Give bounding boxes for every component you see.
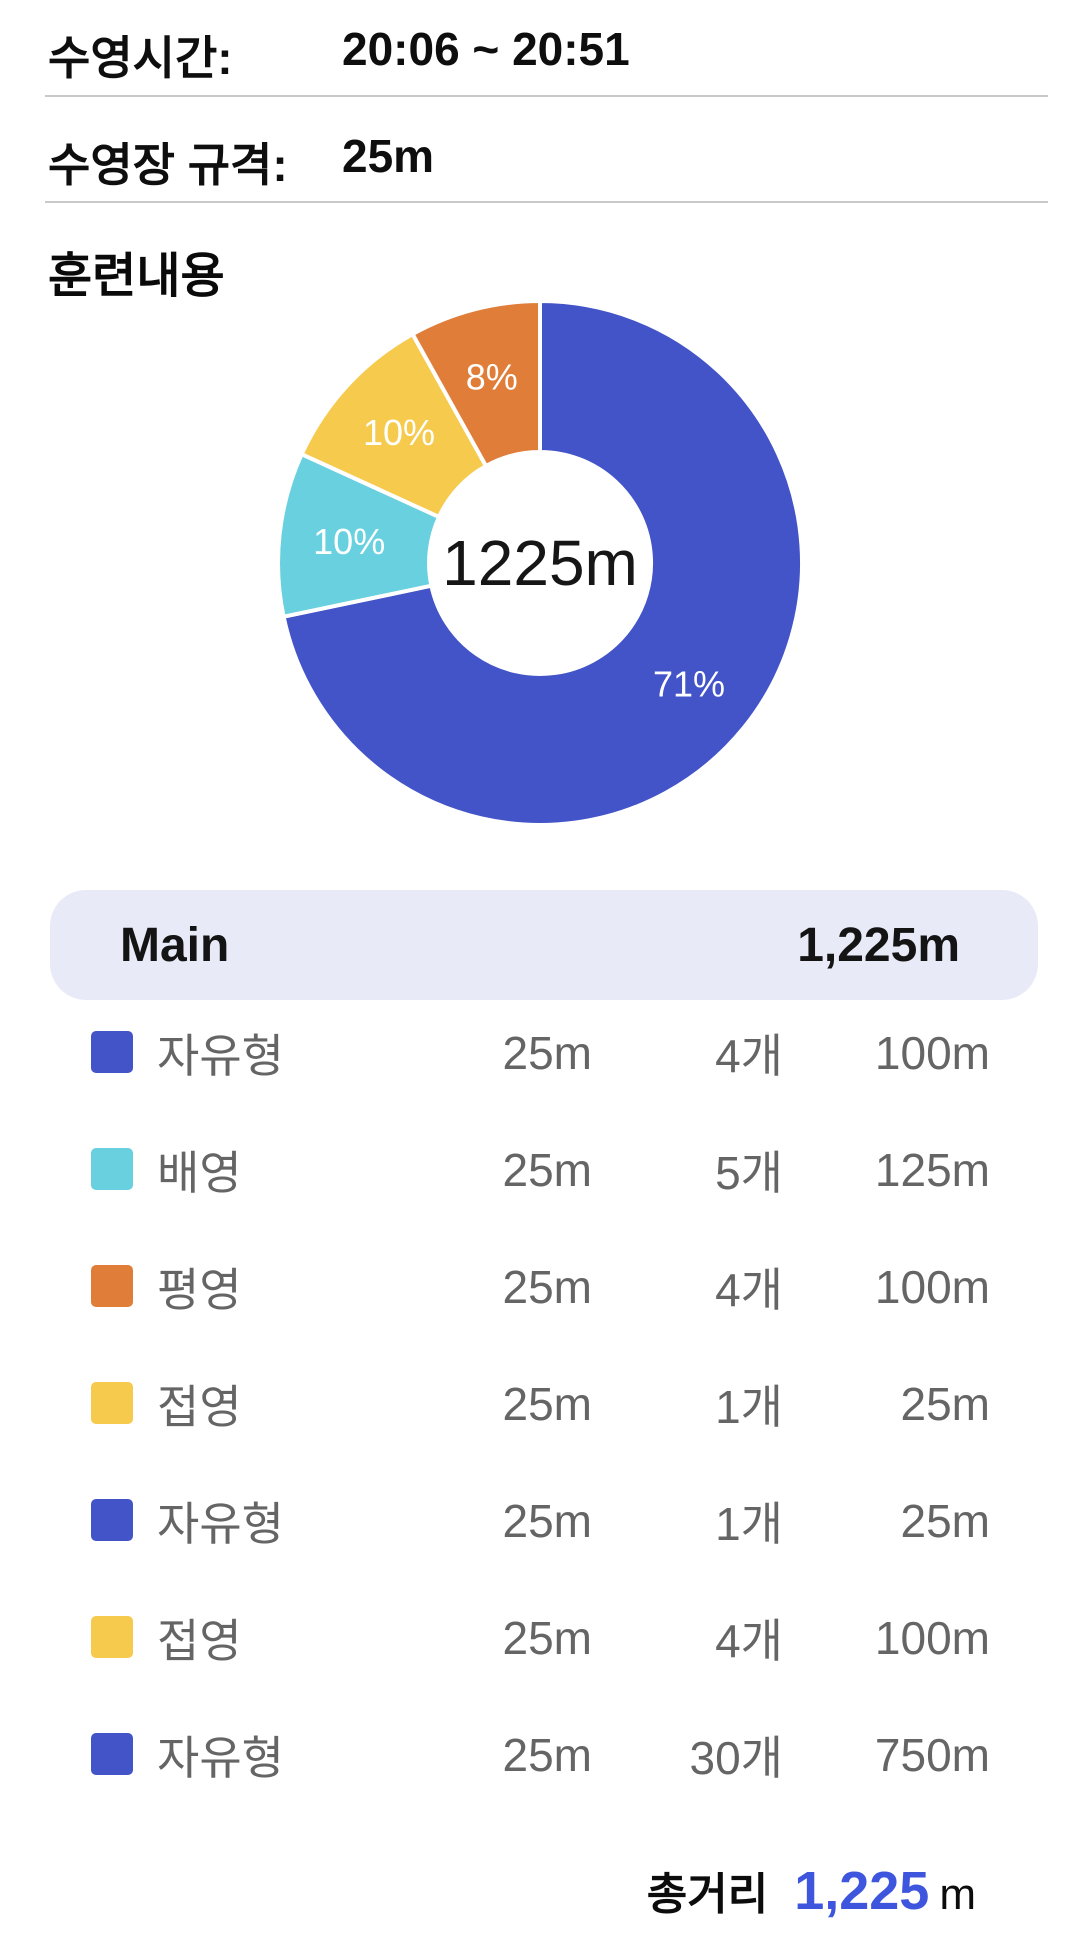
lap-length: 25m bbox=[502, 1494, 592, 1547]
stroke-color-swatch bbox=[91, 1148, 133, 1190]
stroke-color-swatch bbox=[91, 1616, 133, 1658]
donut-slice-자유형 bbox=[281, 299, 805, 827]
donut-center-total: 1225m bbox=[442, 527, 638, 599]
donut-slice-label: 10% bbox=[313, 521, 385, 562]
lap-count: 1개 bbox=[715, 1380, 783, 1433]
table-row: 자유형 25m 1개 25m bbox=[0, 1462, 1080, 1579]
table-row: 접영 25m 1개 25m bbox=[0, 1345, 1080, 1462]
table-row: 평영 25m 4개 100m bbox=[0, 1228, 1080, 1345]
stroke-rows: 자유형 25m 4개 100m 배영 25m 5개 125m 평영 25m 4개… bbox=[0, 994, 1080, 1813]
lap-count: 5개 bbox=[715, 1146, 783, 1199]
swim-time-label: 수영시간: bbox=[48, 32, 233, 84]
distance: 25m bbox=[900, 1494, 990, 1547]
donut-slice-label: 8% bbox=[466, 357, 518, 398]
swim-time-value: 20:06 ~ 20:51 bbox=[342, 23, 630, 75]
lap-count: 4개 bbox=[715, 1029, 783, 1082]
stroke-color-swatch bbox=[91, 1382, 133, 1424]
lap-length: 25m bbox=[502, 1260, 592, 1313]
stroke-name: 자유형 bbox=[157, 1731, 284, 1784]
stroke-name: 자유형 bbox=[157, 1029, 284, 1082]
lap-length: 25m bbox=[502, 1026, 592, 1079]
main-set-total: 1,225m bbox=[797, 918, 960, 972]
main-set-header: Main 1,225m bbox=[50, 890, 1038, 1000]
donut-slice-label: 71% bbox=[653, 664, 725, 705]
pool-size-label: 수영장 규격: bbox=[48, 139, 288, 191]
stroke-color-swatch bbox=[91, 1031, 133, 1073]
stroke-color-swatch bbox=[91, 1733, 133, 1775]
distance: 25m bbox=[900, 1377, 990, 1430]
distance: 125m bbox=[874, 1143, 990, 1196]
table-row: 자유형 25m 30개 750m bbox=[0, 1696, 1080, 1813]
divider bbox=[45, 95, 1048, 97]
table-row: 배영 25m 5개 125m bbox=[0, 1111, 1080, 1228]
lap-count: 30개 bbox=[689, 1731, 784, 1784]
stroke-color-swatch bbox=[91, 1499, 133, 1541]
lap-count: 4개 bbox=[715, 1263, 783, 1316]
distance: 100m bbox=[874, 1026, 990, 1079]
stroke-name: 배영 bbox=[157, 1146, 242, 1199]
lap-count: 4개 bbox=[715, 1614, 783, 1667]
lap-length: 25m bbox=[502, 1611, 592, 1664]
distance: 750m bbox=[874, 1728, 990, 1781]
total-distance-label: 총거리 bbox=[646, 1870, 769, 1919]
stroke-name: 평영 bbox=[157, 1263, 242, 1316]
training-section-title: 훈련내용 bbox=[48, 250, 225, 303]
table-row: 자유형 25m 4개 100m bbox=[0, 994, 1080, 1111]
total-distance-value: 1,225 bbox=[794, 1861, 930, 1921]
main-set-title: Main bbox=[120, 918, 230, 972]
total-distance-unit: m bbox=[939, 1870, 976, 1919]
training-donut-chart: 71% 10% 10% 8% 1225m bbox=[270, 293, 810, 833]
stroke-name: 접영 bbox=[157, 1614, 242, 1667]
total-distance-row: 총거리 1,225 m bbox=[647, 1858, 976, 1922]
divider bbox=[45, 201, 1048, 203]
table-row: 접영 25m 4개 100m bbox=[0, 1579, 1080, 1696]
donut-slice-평영 bbox=[410, 299, 542, 468]
stroke-name: 접영 bbox=[157, 1380, 242, 1433]
stroke-color-swatch bbox=[91, 1265, 133, 1307]
lap-length: 25m bbox=[502, 1728, 592, 1781]
distance: 100m bbox=[874, 1260, 990, 1313]
distance: 100m bbox=[874, 1611, 990, 1664]
donut-slice-label: 10% bbox=[363, 412, 435, 453]
pool-size-value: 25m bbox=[342, 130, 435, 182]
lap-length: 25m bbox=[502, 1143, 592, 1196]
lap-length: 25m bbox=[502, 1377, 592, 1430]
lap-count: 1개 bbox=[715, 1497, 783, 1550]
donut-svg: 71% 10% 10% 8% 1225m bbox=[276, 299, 805, 827]
stroke-name: 자유형 bbox=[157, 1497, 284, 1550]
